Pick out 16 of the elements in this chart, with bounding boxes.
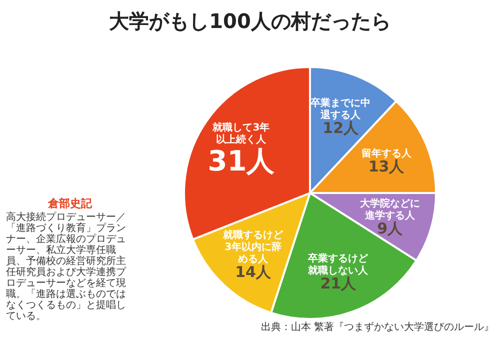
text: 倉部史記 <box>46 196 93 211</box>
text: 高大接続プロデューサー／「進路づくり教育」プランナー、企業広報のプロデューサー、私立大学専任職員、予備校の経営研究所主任研究員および大学連携プロデューサーなどを経て現職。「進路は選ぶものではなくつくるもの」と提唱している。 <box>6 212 126 322</box>
slice-label: 卒業するけど就職しない人 <box>307 252 370 277</box>
data-label: 13人 <box>368 157 406 176</box>
slice-label: 就職するけど3年以内に辞める人 <box>222 229 284 266</box>
slice-label: 大学院などに進学する人 <box>358 198 420 222</box>
data-label: 21人 <box>320 274 358 293</box>
data-label: 14人 <box>235 263 272 282</box>
source-note: 出典：山本 繁著『つまずかない大学選びのルール』 <box>260 320 494 334</box>
data-label: 9人 <box>377 220 404 238</box>
data-label: 12人 <box>322 119 360 138</box>
slice-label: 就職して3年以上続く人 <box>212 121 270 146</box>
slice-label: 卒業までに中退する人 <box>310 97 371 122</box>
slice-label: 留年する人 <box>361 147 412 160</box>
chart-title: 大学がもし100人の村だったら <box>108 8 392 35</box>
data-label: 31人 <box>208 144 276 178</box>
